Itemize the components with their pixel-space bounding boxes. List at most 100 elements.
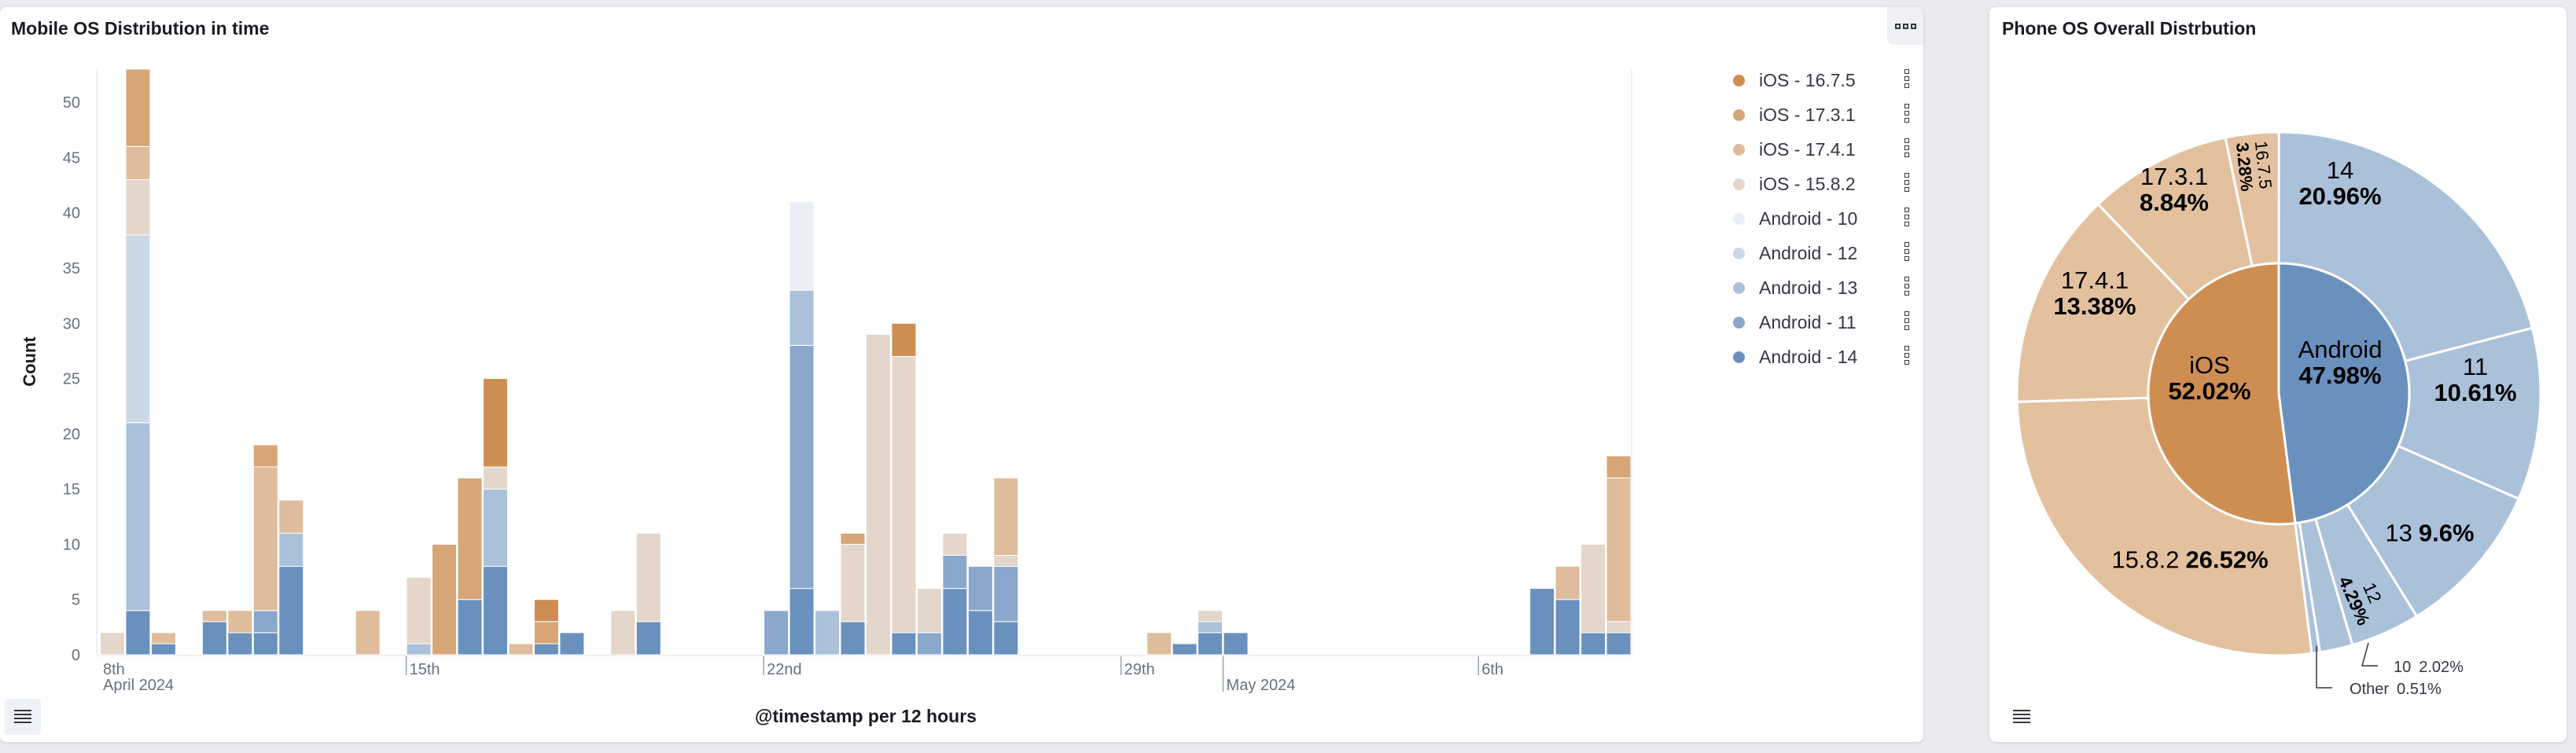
bar-segment[interactable]: [252, 610, 278, 634]
bar-segment[interactable]: [533, 643, 559, 656]
bar-segment[interactable]: [483, 378, 508, 468]
bar-segment[interactable]: [278, 532, 304, 568]
bar-segment[interactable]: [993, 554, 1019, 568]
bar-segment[interactable]: [916, 632, 942, 656]
bar-segment[interactable]: [559, 632, 585, 656]
bar-segment[interactable]: [125, 610, 151, 656]
bar-segment[interactable]: [635, 621, 661, 656]
bar-segment[interactable]: [916, 588, 942, 634]
legend-item-menu-icon[interactable]: [1904, 173, 1909, 192]
bar-segment[interactable]: [1555, 599, 1581, 656]
legend-item-menu-icon[interactable]: [1904, 69, 1909, 88]
bar-segment[interactable]: [1606, 621, 1632, 634]
bar-segment[interactable]: [533, 599, 559, 623]
bar-segment[interactable]: [252, 466, 278, 612]
bar-segment[interactable]: [942, 588, 968, 656]
bar-segment[interactable]: [789, 201, 815, 291]
legend-item-menu-icon[interactable]: [1904, 311, 1909, 330]
bar-segment[interactable]: [150, 632, 176, 645]
bar-segment[interactable]: [252, 632, 278, 656]
bar-segment[interactable]: [483, 488, 508, 568]
bar-segment[interactable]: [1606, 632, 1632, 656]
inner-slice[interactable]: [2277, 262, 2411, 525]
legend-item[interactable]: Android - 14: [1728, 340, 1917, 374]
bar-segment[interactable]: [789, 289, 815, 346]
bar-segment[interactable]: [993, 566, 1019, 623]
bar-segment[interactable]: [227, 610, 253, 634]
bar-segment[interactable]: [764, 610, 789, 656]
legend-item[interactable]: iOS - 16.7.5: [1728, 63, 1917, 97]
legend-item[interactable]: Android - 13: [1728, 270, 1917, 305]
bar-segment[interactable]: [1198, 632, 1224, 656]
bar-segment[interactable]: [533, 621, 559, 645]
bar-segment[interactable]: [610, 610, 636, 656]
bar-segment[interactable]: [125, 234, 151, 424]
bar-segment[interactable]: [100, 632, 125, 656]
bar-segment[interactable]: [967, 610, 993, 656]
bar-segment[interactable]: [150, 643, 176, 656]
legend-item-menu-icon[interactable]: [1904, 208, 1909, 226]
bar-segment[interactable]: [508, 643, 534, 656]
bar-segment[interactable]: [432, 543, 458, 656]
bar-segment[interactable]: [993, 477, 1019, 556]
bar-segment[interactable]: [278, 499, 304, 534]
bar-segment[interactable]: [942, 554, 968, 590]
bar-segment[interactable]: [1581, 632, 1606, 656]
legend-item[interactable]: iOS - 15.8.2: [1728, 167, 1917, 201]
legend-item[interactable]: Android - 11: [1728, 305, 1917, 340]
bar-segment[interactable]: [355, 610, 381, 656]
bar-segment[interactable]: [201, 621, 227, 656]
legend-item[interactable]: iOS - 17.4.1: [1728, 132, 1917, 167]
bar-segment[interactable]: [483, 466, 508, 490]
bar-segment[interactable]: [227, 632, 253, 656]
bar-segment[interactable]: [635, 532, 661, 623]
bar-segment[interactable]: [840, 543, 866, 623]
legend-item[interactable]: Android - 10: [1728, 201, 1917, 236]
bar-segment[interactable]: [967, 566, 993, 612]
bar-segment[interactable]: [125, 422, 151, 612]
bar-segment[interactable]: [1555, 566, 1581, 601]
bar-segment[interactable]: [483, 566, 508, 656]
bar-segment[interactable]: [942, 532, 968, 556]
bar-segment[interactable]: [891, 355, 917, 634]
bar-segment[interactable]: [252, 444, 278, 468]
bar-segment[interactable]: [840, 532, 866, 545]
bar-segment[interactable]: [789, 344, 815, 590]
legend-item-menu-icon[interactable]: [1904, 138, 1909, 157]
bar-segment[interactable]: [891, 322, 917, 357]
bar-segment[interactable]: [789, 588, 815, 656]
legend-toggle-button[interactable]: [2004, 699, 2040, 735]
legend-item[interactable]: Android - 12: [1728, 236, 1917, 270]
bar-segment[interactable]: [1606, 455, 1632, 479]
bar-segment[interactable]: [1146, 632, 1172, 656]
bar-segment[interactable]: [1529, 588, 1555, 656]
bar-segment[interactable]: [993, 621, 1019, 656]
bar-segment[interactable]: [406, 643, 432, 656]
inner-slice[interactable]: [2147, 262, 2297, 526]
bar-segment[interactable]: [1198, 621, 1224, 634]
bar-segment[interactable]: [840, 621, 866, 656]
legend-item-menu-icon[interactable]: [1904, 242, 1909, 261]
bar-segment[interactable]: [201, 610, 227, 623]
panel-options-button[interactable]: [1887, 7, 1923, 45]
legend-item-menu-icon[interactable]: [1904, 277, 1909, 296]
bar-segment[interactable]: [406, 577, 432, 645]
bar-segment[interactable]: [1172, 643, 1198, 656]
bar-segment[interactable]: [866, 333, 891, 656]
legend-item[interactable]: iOS - 17.3.1: [1728, 97, 1917, 132]
bar-segment[interactable]: [815, 610, 841, 656]
bar-segment[interactable]: [1581, 543, 1606, 634]
bar-segment[interactable]: [1223, 632, 1249, 656]
bar-segment[interactable]: [278, 566, 304, 656]
bar-segment[interactable]: [125, 179, 151, 236]
legend-item-menu-icon[interactable]: [1904, 346, 1909, 365]
bar-segment[interactable]: [457, 477, 483, 601]
bar-segment[interactable]: [125, 145, 151, 181]
bar-segment[interactable]: [1198, 610, 1224, 623]
bar-segment[interactable]: [891, 632, 917, 656]
bar-segment[interactable]: [1606, 477, 1632, 623]
legend-item-menu-icon[interactable]: [1904, 104, 1909, 123]
bar-segment[interactable]: [457, 599, 483, 656]
bar-segment[interactable]: [125, 68, 151, 147]
legend-toggle-button[interactable]: [5, 699, 41, 735]
